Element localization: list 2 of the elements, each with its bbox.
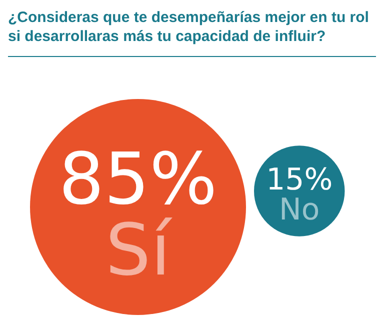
text: ¿Consideras que te desempeñarías mejor en tu rol si desarrollaras más tu capacidad de influir? [8,8,376,57]
category-label: Sí [105,208,173,292]
